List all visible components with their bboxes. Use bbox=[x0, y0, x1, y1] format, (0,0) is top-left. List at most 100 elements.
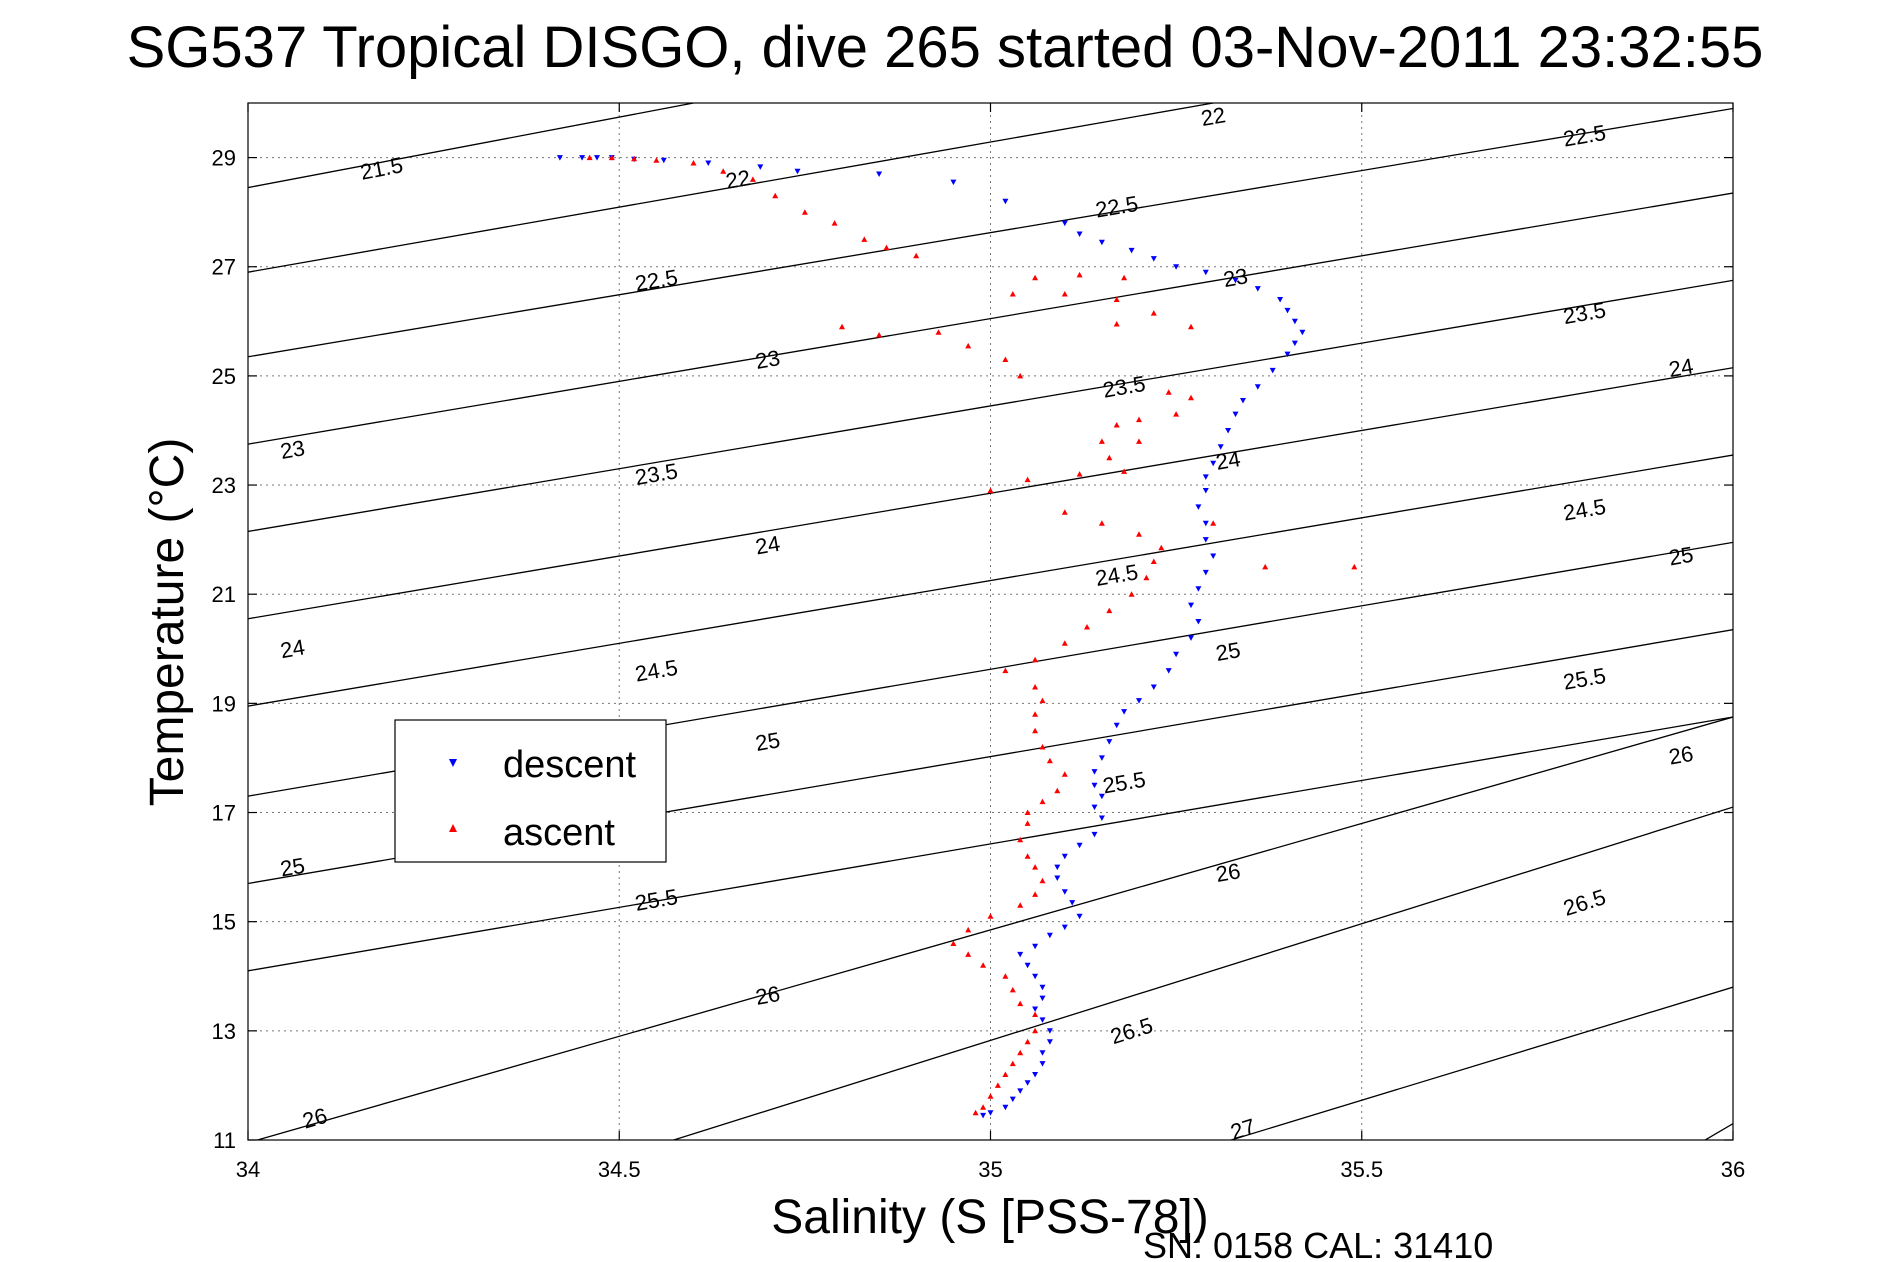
ascent-point bbox=[1032, 711, 1039, 717]
descent-point bbox=[950, 179, 957, 186]
contour-label: 24 bbox=[278, 634, 306, 663]
descent-point bbox=[1269, 367, 1276, 374]
descent-point bbox=[987, 1110, 994, 1116]
descent-point bbox=[1232, 277, 1239, 284]
descent-point bbox=[1061, 220, 1068, 227]
contour-label: 26 bbox=[754, 981, 782, 1010]
ascent-point bbox=[1024, 853, 1031, 859]
descent-point bbox=[1188, 635, 1194, 641]
ascent-point bbox=[987, 1093, 994, 1099]
ascent-point bbox=[1158, 544, 1165, 551]
ascent-point bbox=[1039, 697, 1046, 704]
contour-label: 25 bbox=[1214, 637, 1242, 666]
grid-lines bbox=[248, 103, 1733, 1140]
descent-point bbox=[1046, 1039, 1053, 1045]
ascent-point bbox=[831, 220, 838, 226]
ascent-point bbox=[1150, 558, 1157, 564]
ascent-point bbox=[965, 926, 972, 933]
descent-point bbox=[1017, 1088, 1024, 1094]
density-contour-line bbox=[248, 103, 694, 189]
series-descent bbox=[556, 155, 1306, 1119]
density-contours bbox=[248, 103, 1733, 1140]
ascent-point bbox=[1032, 864, 1039, 870]
descent-point bbox=[1254, 384, 1261, 390]
descent-point bbox=[1202, 520, 1209, 527]
descent-point bbox=[1165, 668, 1172, 674]
ascent-point bbox=[1098, 520, 1105, 526]
ascent-point bbox=[631, 155, 638, 162]
descent-point bbox=[1091, 782, 1098, 789]
descent-point bbox=[1284, 351, 1291, 358]
descent-point bbox=[1039, 1017, 1046, 1023]
descent-point bbox=[1039, 995, 1046, 1002]
y-axis-label: Temperature (°C) bbox=[141, 438, 194, 807]
density-contour-line bbox=[248, 103, 1214, 273]
ascent-point bbox=[1113, 422, 1120, 428]
descent-point bbox=[1173, 651, 1180, 658]
descent-point bbox=[1091, 804, 1098, 811]
ascent-point bbox=[1076, 471, 1083, 477]
descent-point bbox=[1024, 1080, 1031, 1086]
descent-point bbox=[1032, 1006, 1039, 1012]
series-ascent bbox=[586, 154, 1358, 1116]
x-tick-label: 34 bbox=[236, 1157, 260, 1182]
descent-point bbox=[579, 155, 586, 161]
ascent-point bbox=[1024, 476, 1031, 483]
descent-point bbox=[1136, 698, 1142, 704]
ascent-point bbox=[972, 1109, 979, 1116]
descent-point bbox=[660, 157, 667, 164]
ascent-point bbox=[1061, 291, 1068, 297]
ascent-point bbox=[1188, 323, 1194, 330]
descent-point bbox=[757, 164, 764, 170]
ascent-point bbox=[1113, 296, 1120, 302]
ascent-point bbox=[935, 329, 942, 335]
descent-point bbox=[1002, 198, 1009, 205]
contour-label: 22 bbox=[1199, 102, 1227, 131]
ascent-point bbox=[839, 323, 845, 330]
descent-point bbox=[1232, 411, 1239, 418]
descent-point bbox=[1284, 307, 1291, 314]
contour-label: 24 bbox=[1667, 353, 1695, 382]
descent-point bbox=[1210, 460, 1217, 467]
descent-point bbox=[1054, 864, 1061, 871]
y-tick-label: 19 bbox=[212, 691, 236, 716]
ascent-point bbox=[1009, 986, 1016, 993]
contour-label: 26 bbox=[1214, 858, 1242, 887]
ascent-point bbox=[1106, 607, 1113, 614]
ascent-point bbox=[861, 236, 868, 242]
descent-point bbox=[1032, 943, 1039, 950]
ascent-point bbox=[965, 342, 972, 349]
descent-point bbox=[1113, 722, 1120, 729]
ascent-point bbox=[1098, 438, 1105, 444]
descent-point bbox=[1202, 488, 1209, 494]
ascent-point bbox=[1017, 1049, 1024, 1056]
ascent-point bbox=[1002, 973, 1009, 979]
ascent-point bbox=[1173, 411, 1180, 417]
descent-point bbox=[1202, 537, 1209, 543]
density-contour-line bbox=[248, 716, 1733, 972]
ascent-point bbox=[1017, 836, 1024, 843]
density-contour-line bbox=[248, 279, 1733, 533]
descent-point bbox=[1098, 755, 1105, 761]
descent-point bbox=[1195, 586, 1202, 592]
descent-point bbox=[1061, 924, 1068, 931]
ascent-point bbox=[1002, 667, 1009, 674]
ascent-point bbox=[883, 244, 890, 251]
ascent-point bbox=[1128, 591, 1135, 597]
contour-label: 25 bbox=[754, 727, 782, 756]
contour-label: 24 bbox=[754, 531, 782, 560]
ascent-point bbox=[1210, 520, 1217, 526]
legend-label-descent: descent bbox=[503, 744, 637, 786]
ascent-point bbox=[1032, 684, 1039, 690]
ascent-point bbox=[1032, 891, 1039, 897]
ascent-point bbox=[1188, 394, 1194, 401]
descent-point bbox=[1277, 297, 1284, 303]
descent-point bbox=[1009, 1096, 1016, 1103]
ascent-point bbox=[1150, 310, 1157, 316]
ascent-point bbox=[876, 332, 883, 338]
ascent-point bbox=[913, 252, 920, 259]
ascent-point bbox=[1039, 744, 1046, 750]
ascent-point bbox=[980, 1104, 987, 1110]
x-tick-label: 34.5 bbox=[598, 1157, 641, 1182]
